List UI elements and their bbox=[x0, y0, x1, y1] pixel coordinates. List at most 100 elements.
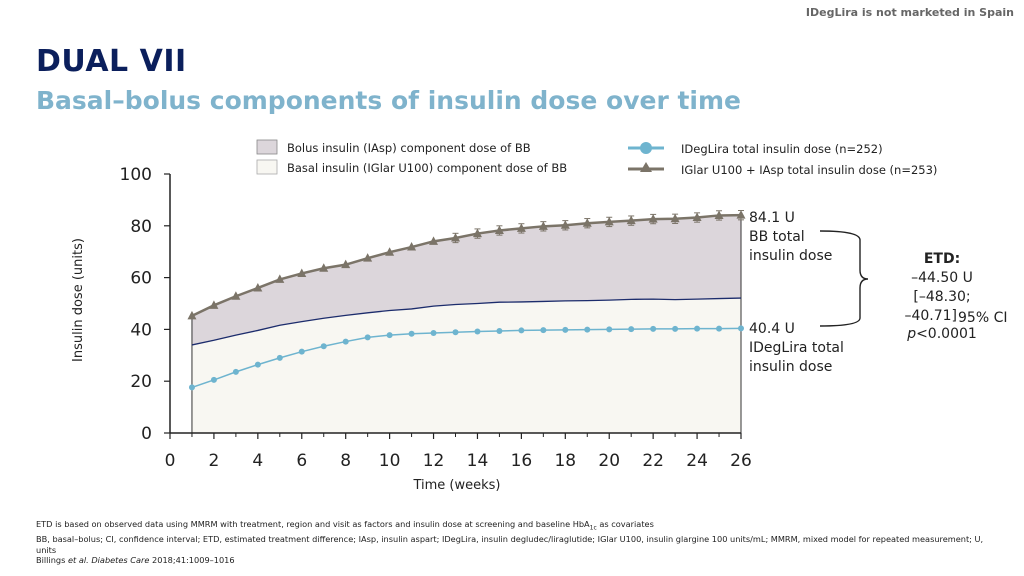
ideglira-line bbox=[191, 327, 742, 389]
y-tick-label-60: 60 bbox=[130, 269, 152, 289]
iglar-iasp-point-week-18 bbox=[560, 220, 570, 229]
etd-ci-subscript: 95% CI bbox=[958, 310, 1007, 326]
legend-ideglira-marker bbox=[640, 142, 652, 154]
x-tick-label-0: 0 bbox=[165, 451, 176, 471]
iglar-iasp-point-week-16 bbox=[516, 223, 526, 232]
iglar-iasp-point-week-8 bbox=[341, 259, 351, 269]
iglar-iasp-point-week-7 bbox=[319, 263, 329, 272]
ideglira-point-week-13 bbox=[452, 329, 459, 336]
ideglira-total-annotation-line-1: 40.4 U bbox=[749, 321, 795, 337]
iglar-iasp-point-week-25 bbox=[714, 210, 724, 219]
ideglira-point-week-17 bbox=[540, 327, 547, 334]
legend-basal-swatch bbox=[256, 159, 278, 175]
iglar-iasp-point-week-3 bbox=[231, 291, 241, 300]
iglar-iasp-point-week-2 bbox=[209, 300, 219, 309]
ideglira-point-week-8 bbox=[342, 338, 349, 345]
ideglira-point-week-24 bbox=[694, 325, 701, 332]
iglar-iasp-point-week-9 bbox=[363, 253, 373, 262]
ideglira-point-week-23 bbox=[672, 325, 679, 332]
ideglira-point-week-6 bbox=[298, 348, 305, 355]
bolus-component-area bbox=[191, 215, 741, 345]
iglar-iasp-point-week-6 bbox=[297, 268, 307, 277]
x-tick-label-24: 24 bbox=[686, 451, 708, 471]
legend-ideglira-label: IDegLira total insulin dose (n=252) bbox=[681, 142, 883, 156]
footnote-hba1c-sub: 1c bbox=[589, 524, 597, 532]
ideglira-point-week-20 bbox=[606, 326, 613, 333]
basal-component-area bbox=[191, 298, 741, 433]
iglar-iasp-point-week-26 bbox=[736, 210, 746, 219]
y-axis-title: Insulin dose (units) bbox=[71, 238, 86, 362]
x-tick-label-14: 14 bbox=[467, 451, 489, 471]
etd-brace bbox=[819, 230, 869, 327]
y-tick-label-80: 80 bbox=[130, 217, 152, 237]
ideglira-point-week-2 bbox=[210, 376, 217, 383]
x-tick-label-6: 6 bbox=[296, 451, 307, 471]
iglar-iasp-point-week-11 bbox=[407, 242, 417, 251]
etd-p-symbol: p bbox=[906, 326, 916, 342]
legend-bolus-label: Bolus insulin (IAsp) component dose of B… bbox=[287, 141, 531, 155]
footnote: ETD is based on observed data using MMRM… bbox=[36, 519, 996, 566]
x-tick-label-2: 2 bbox=[209, 451, 220, 471]
ideglira-point-week-25 bbox=[716, 325, 723, 332]
iglar-iasp-point-week-14 bbox=[472, 228, 482, 238]
legend-iglar-label: IGlar U100 + IAsp total insulin dose (n=… bbox=[681, 163, 937, 177]
x-tick-label-22: 22 bbox=[642, 451, 664, 471]
y-tick-label-0: 0 bbox=[141, 424, 152, 444]
ideglira-point-week-16 bbox=[518, 327, 525, 334]
x-tick-label-10: 10 bbox=[379, 451, 401, 471]
y-tick-label-100: 100 bbox=[120, 165, 152, 185]
iglar-iasp-point-week-1 bbox=[187, 310, 197, 320]
ideglira-point-week-1 bbox=[188, 384, 195, 391]
legend-basal-label: Basal insulin (IGlar U100) component dos… bbox=[287, 161, 567, 175]
ideglira-point-week-21 bbox=[628, 326, 635, 333]
y-tick-label-40: 40 bbox=[130, 320, 152, 340]
ideglira-point-week-9 bbox=[364, 334, 371, 341]
iglar-iasp-point-week-13 bbox=[451, 232, 460, 242]
ideglira-point-week-5 bbox=[276, 354, 283, 361]
bb-total-annotation-line-3: insulin dose bbox=[749, 248, 832, 264]
footnote-reference: Billings et al. Diabetes Care 2018;41:10… bbox=[36, 555, 235, 566]
footnote-etd-method: ETD is based on observed data using MMRM… bbox=[36, 519, 654, 532]
iglar-iasp-point-week-17 bbox=[538, 221, 548, 230]
iglar-iasp-point-week-21 bbox=[626, 215, 636, 225]
iglar-iasp-line bbox=[191, 213, 742, 318]
iglar-iasp-point-week-19 bbox=[582, 218, 592, 227]
x-axis-title: Time (weeks) bbox=[412, 478, 500, 493]
x-tick-label-18: 18 bbox=[554, 451, 576, 471]
x-tick-label-26: 26 bbox=[730, 451, 752, 471]
etd-label: ETD: bbox=[924, 251, 960, 267]
legend-bolus-swatch bbox=[256, 139, 278, 155]
x-tick-label-8: 8 bbox=[340, 451, 351, 471]
ideglira-point-week-15 bbox=[496, 327, 503, 334]
ideglira-total-annotation-line-2: IDegLira total bbox=[749, 340, 844, 356]
etd-ci-upper: –40.71] bbox=[904, 308, 957, 324]
ideglira-point-week-11 bbox=[408, 330, 415, 337]
iglar-iasp-point-week-4 bbox=[253, 282, 263, 292]
ideglira-point-week-4 bbox=[254, 361, 261, 368]
iglar-iasp-point-week-22 bbox=[648, 214, 658, 223]
ideglira-point-week-14 bbox=[474, 328, 481, 335]
iglar-iasp-point-week-23 bbox=[670, 213, 680, 223]
page-subtitle: Basal–bolus components of insulin dose o… bbox=[36, 86, 742, 115]
iglar-iasp-point-week-10 bbox=[385, 247, 395, 256]
ideglira-point-week-26 bbox=[738, 325, 744, 332]
etd-p-number: <0.0001 bbox=[916, 326, 977, 342]
ideglira-point-week-10 bbox=[386, 332, 393, 339]
etd-value: –44.50 U bbox=[911, 270, 973, 286]
x-tick-label-20: 20 bbox=[598, 451, 620, 471]
ideglira-point-week-18 bbox=[562, 326, 569, 333]
ideglira-point-week-22 bbox=[650, 325, 657, 332]
iglar-iasp-point-week-24 bbox=[692, 212, 702, 222]
x-tick-label-4: 4 bbox=[252, 451, 263, 471]
x-tick-label-12: 12 bbox=[423, 451, 445, 471]
ideglira-point-week-19 bbox=[584, 326, 591, 333]
ideglira-total-annotation-line-3: insulin dose bbox=[749, 359, 832, 375]
etd-ci-lower: [–48.30; bbox=[913, 289, 970, 305]
ideglira-point-week-12 bbox=[430, 330, 437, 337]
iglar-iasp-point-week-15 bbox=[494, 225, 504, 234]
ideglira-point-week-3 bbox=[232, 368, 239, 375]
bb-total-annotation-line-2: BB total bbox=[749, 229, 805, 245]
marketing-note: IDegLira is not marketed in Spain bbox=[805, 6, 1014, 19]
footnote-abbreviations: BB, basal–bolus; CI, confidence interval… bbox=[36, 534, 984, 555]
